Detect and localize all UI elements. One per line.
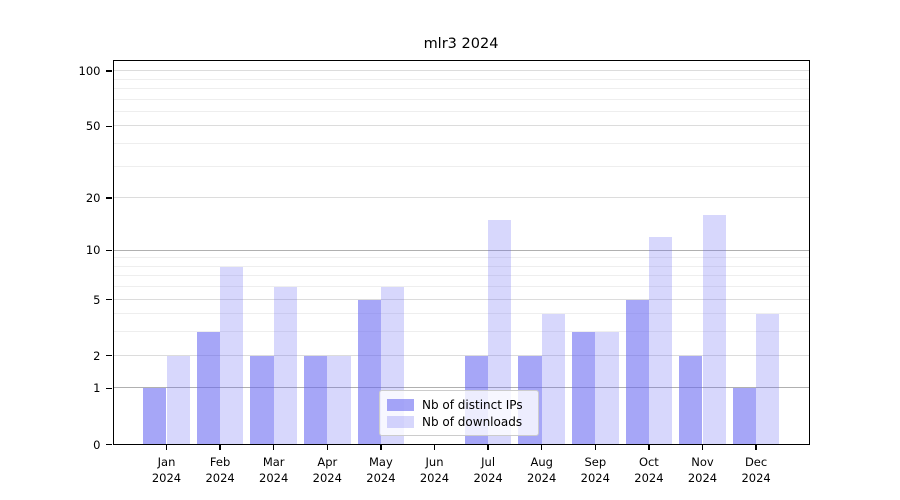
bar-downloads-jul (488, 220, 512, 445)
x-tick-label: Nov 2024 (687, 454, 718, 485)
y-tick-label: 10 (85, 243, 101, 258)
minor-gridline (112, 331, 810, 333)
minor-gridline (112, 143, 810, 145)
minor-gridline (112, 275, 810, 277)
bar-distinct-ips-oct (625, 299, 649, 445)
y-axis-tick (106, 70, 112, 72)
x-axis-tick (219, 444, 221, 450)
x-tick-label: Jan 2024 (151, 454, 182, 485)
y-axis-tick (106, 249, 112, 252)
x-axis-tick (487, 444, 489, 450)
legend-entry: Nb of downloads (387, 414, 538, 429)
chart-title: mlr3 2024 (423, 36, 499, 52)
y-tick-label: 1 (93, 381, 101, 396)
y-tick-label: 50 (85, 119, 101, 134)
x-tick-label: Apr 2024 (312, 454, 342, 485)
x-axis-tick (648, 444, 650, 450)
y-axis-tick (106, 125, 112, 128)
bar-downloads-apr (327, 355, 351, 445)
x-tick-label: Feb 2024 (205, 454, 235, 485)
x-tick-label: Sep 2024 (580, 454, 610, 485)
legend-swatch-distinct-ips (387, 398, 414, 411)
x-axis-tick (594, 444, 596, 450)
major-gridline (112, 298, 810, 300)
bar-distinct-ips-apr (304, 355, 328, 445)
bar-distinct-ips-feb (196, 332, 221, 445)
x-axis-tick (755, 444, 757, 450)
y-axis-tick (106, 354, 112, 357)
major-gridline (112, 197, 810, 199)
x-axis-tick (380, 444, 382, 450)
x-tick-label: Oct 2024 (634, 454, 664, 485)
minor-gridline (112, 110, 810, 112)
legend: Nb of distinct IPs Nb of downloads (379, 390, 539, 436)
bar-downloads-jan (166, 355, 190, 445)
y-tick-label: 0 (93, 437, 101, 452)
y-tick-label: 2 (93, 348, 101, 363)
major-gridline (112, 125, 810, 127)
x-axis-tick (701, 444, 704, 450)
minor-gridline (112, 265, 810, 267)
x-axis-tick (165, 444, 168, 450)
bar-distinct-ips-mar (250, 355, 274, 445)
bar-distinct-ips-nov (679, 355, 703, 445)
bar-downloads-oct (648, 236, 673, 445)
y-axis-tick (106, 443, 112, 446)
y-axis-tick (106, 387, 112, 390)
x-axis-tick (326, 444, 328, 450)
minor-gridline (112, 98, 810, 100)
y-tick-label: 5 (93, 292, 101, 307)
x-axis-tick (273, 444, 275, 450)
bar-distinct-ips-sep (572, 332, 596, 445)
major-gridline (112, 249, 810, 251)
x-tick-label: May 2024 (366, 454, 396, 485)
bar-downloads-sep (595, 332, 619, 445)
y-tick-label: 20 (85, 191, 101, 206)
plot-area (112, 60, 810, 445)
major-gridline (112, 354, 810, 356)
legend-entry: Nb of distinct IPs (387, 397, 538, 412)
y-axis-tick (106, 298, 112, 301)
bar-distinct-ips-jan (143, 388, 167, 445)
bar-downloads-dec (756, 314, 780, 445)
legend-swatch-downloads (387, 415, 414, 428)
x-tick-label: Jun 2024 (419, 454, 450, 485)
bar-downloads-mar (273, 287, 297, 445)
minor-gridline (112, 165, 810, 167)
x-axis-tick (541, 444, 543, 450)
minor-gridline (112, 78, 810, 80)
x-tick-label: Mar 2024 (259, 454, 289, 485)
bar-distinct-ips-may (357, 299, 381, 445)
minor-gridline (112, 257, 810, 259)
minor-gridline (112, 87, 810, 89)
x-tick-label: Jul 2024 (473, 454, 503, 485)
x-axis-tick (433, 444, 436, 450)
minor-gridline (112, 313, 810, 315)
x-tick-label: Dec 2024 (741, 454, 771, 485)
y-tick-label: 100 (78, 64, 101, 79)
legend-label: Nb of downloads (422, 414, 523, 429)
bar-downloads-feb (220, 266, 244, 445)
y-axis-tick (106, 197, 112, 199)
bar-distinct-ips-dec (732, 388, 757, 445)
bar-downloads-nov (702, 215, 726, 445)
major-gridline (112, 387, 810, 389)
legend-label: Nb of distinct IPs (422, 397, 523, 412)
minor-gridline (112, 286, 810, 288)
bar-downloads-aug (541, 314, 565, 445)
x-tick-label: Aug 2024 (527, 454, 557, 485)
major-gridline (112, 70, 810, 72)
